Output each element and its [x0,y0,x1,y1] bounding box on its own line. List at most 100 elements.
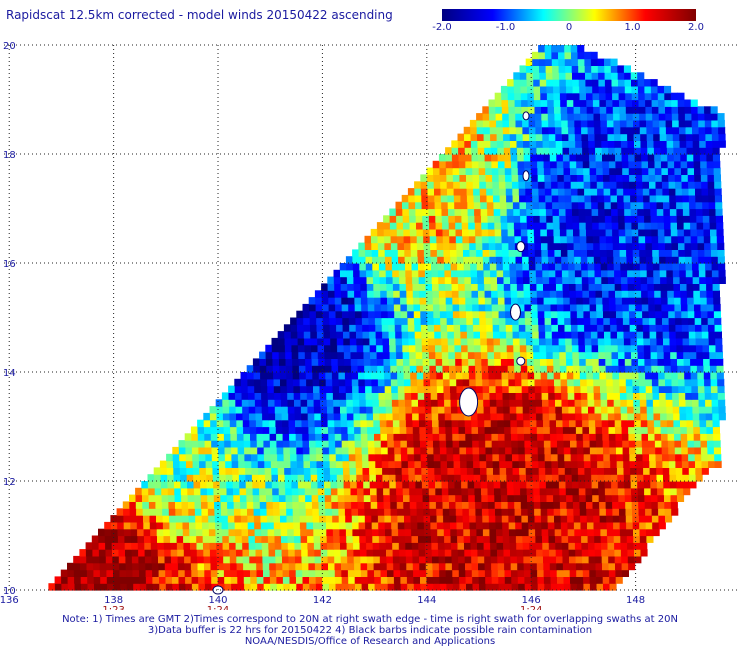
heatmap-cell [409,351,417,359]
heatmap-cell [606,119,614,128]
heatmap-cell [569,290,577,298]
heatmap-cell [388,453,396,462]
heatmap-cell [500,222,508,230]
heatmap-cell [566,508,574,516]
heatmap-cell [528,119,536,128]
heatmap-cell [422,365,430,373]
heatmap-cell [534,385,542,393]
heatmap-cell [430,392,438,400]
heatmap-cell [551,45,559,53]
heatmap-cell [217,440,225,448]
heatmap-cell [297,481,305,489]
heatmap-cell [285,494,293,502]
heatmap-cell [528,385,536,393]
heatmap-cell [710,106,718,114]
heatmap-cell [420,583,428,591]
heatmap-cell [554,249,562,257]
heatmap-cell [504,290,512,298]
heatmap-cell [385,542,393,550]
heatmap-cell [624,208,632,216]
heatmap-cell [384,372,392,380]
heatmap-cell [429,508,437,516]
heatmap-cell [669,344,677,353]
heatmap-cell [531,324,539,332]
heatmap-cell [479,188,487,196]
heatmap-cell [678,385,686,393]
heatmap-cell [498,181,506,189]
heatmap-cell [360,562,368,571]
heatmap-cell [374,317,382,325]
heatmap-cell [364,501,372,509]
heatmap-cell [169,528,177,537]
heatmap-cell [432,283,440,291]
heatmap-cell [430,385,438,393]
heatmap-cell [462,242,470,250]
heatmap-cell [373,426,381,434]
heatmap-cell [527,515,535,523]
heatmap-cell [482,249,490,257]
heatmap-cell [421,208,429,216]
heatmap-cell [588,555,596,564]
heatmap-cell [448,494,456,502]
heatmap-cell [567,521,575,530]
heatmap-cell [555,269,563,278]
heatmap-cell [626,528,634,537]
heatmap-cell [394,310,402,319]
heatmap-cell [656,331,664,339]
heatmap-cell [617,72,625,80]
heatmap-cell [461,358,469,366]
heatmap-cell [709,215,717,223]
heatmap-cell [438,290,446,298]
heatmap-cell [418,535,426,543]
heatmap-cell [541,256,549,264]
heatmap-cell [506,474,514,482]
heatmap-cell [572,72,580,80]
heatmap-cell [658,113,666,121]
heatmap-cell [310,337,318,346]
heatmap-cell [554,106,562,114]
heatmap-cell [605,365,613,373]
heatmap-cell [604,351,612,359]
heatmap-cell [454,337,462,346]
heatmap-cell [337,487,345,496]
heatmap-cell [558,65,566,73]
heatmap-cell [495,378,503,387]
heatmap-cell [363,481,371,489]
heatmap-cell [506,208,514,216]
heatmap-cell [598,481,606,489]
heatmap-cell [572,208,580,216]
heatmap-cell [592,222,600,230]
heatmap-cell [706,419,714,428]
heatmap-cell [251,460,259,468]
heatmap-cell [571,201,579,210]
heatmap-cell [691,385,699,393]
heatmap-cell [636,474,644,482]
heatmap-cell [520,79,528,87]
heatmap-cell [148,487,156,496]
heatmap-cell [211,453,219,462]
heatmap-cell [660,290,668,298]
heatmap-cell [434,337,442,346]
heatmap-cell [208,528,216,537]
heatmap-cell [299,515,307,523]
heatmap-cell [406,303,414,312]
heatmap-cell [220,494,228,502]
heatmap-cell [573,365,581,373]
heatmap-cell [501,106,509,114]
heatmap-cell [460,460,468,468]
heatmap-cell [597,324,605,332]
heatmap-cell [321,555,329,564]
heatmap-cell [289,440,297,448]
heatmap-cell [564,324,572,332]
heatmap-cell [352,256,360,264]
heatmap-cell [609,181,617,189]
heatmap-cell [54,576,62,584]
heatmap-cell [535,119,543,128]
heatmap-cell [197,555,205,564]
heatmap-cell [686,426,694,434]
heatmap-cell [436,385,444,393]
heatmap-cell [639,263,647,271]
heatmap-cell [584,58,592,66]
heatmap-cell [489,119,497,128]
heatmap-cell [541,392,549,400]
